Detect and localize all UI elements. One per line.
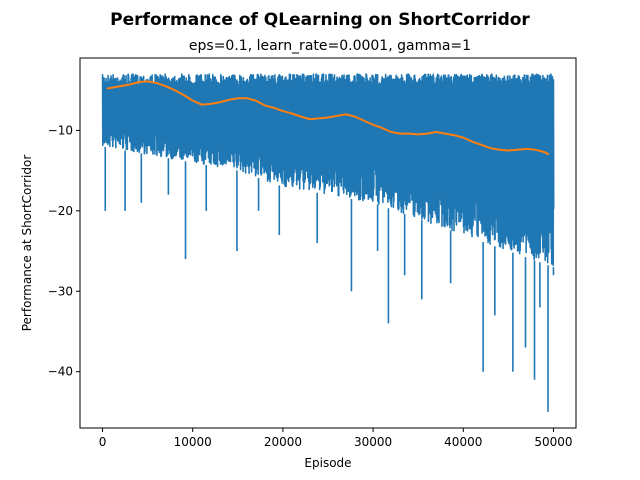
moving-average-series	[106, 80, 550, 156]
x-tick-label: 10000	[174, 435, 212, 449]
y-tick-label: −20	[48, 204, 73, 218]
x-axis: 0 10000 20000 30000 40000 50000	[99, 428, 573, 449]
plot-frame	[79, 57, 577, 429]
x-tick-label: 0	[99, 435, 107, 449]
x-tick-label: 50000	[534, 435, 572, 449]
chart-title: Performance of QLearning on ShortCorrido…	[110, 10, 530, 30]
x-tick-label: 20000	[264, 435, 302, 449]
y-tick-label: −30	[48, 284, 73, 298]
raw-series	[101, 73, 555, 412]
x-tick-label: 40000	[444, 435, 482, 449]
y-axis-label: Performance at ShortCorridor	[20, 155, 34, 332]
y-axis: −40 −30 −20 −10	[48, 123, 80, 379]
raw-series-line	[101, 73, 555, 267]
y-tick-label: −10	[48, 123, 73, 137]
x-axis-label: Episode	[304, 456, 351, 470]
plot-area	[101, 73, 555, 412]
chart-subtitle: eps=0.1, learn_rate=0.0001, gamma=1	[189, 38, 471, 54]
x-tick-label: 30000	[354, 435, 392, 449]
moving-average-line	[106, 80, 550, 156]
y-tick-label: −40	[48, 365, 73, 379]
